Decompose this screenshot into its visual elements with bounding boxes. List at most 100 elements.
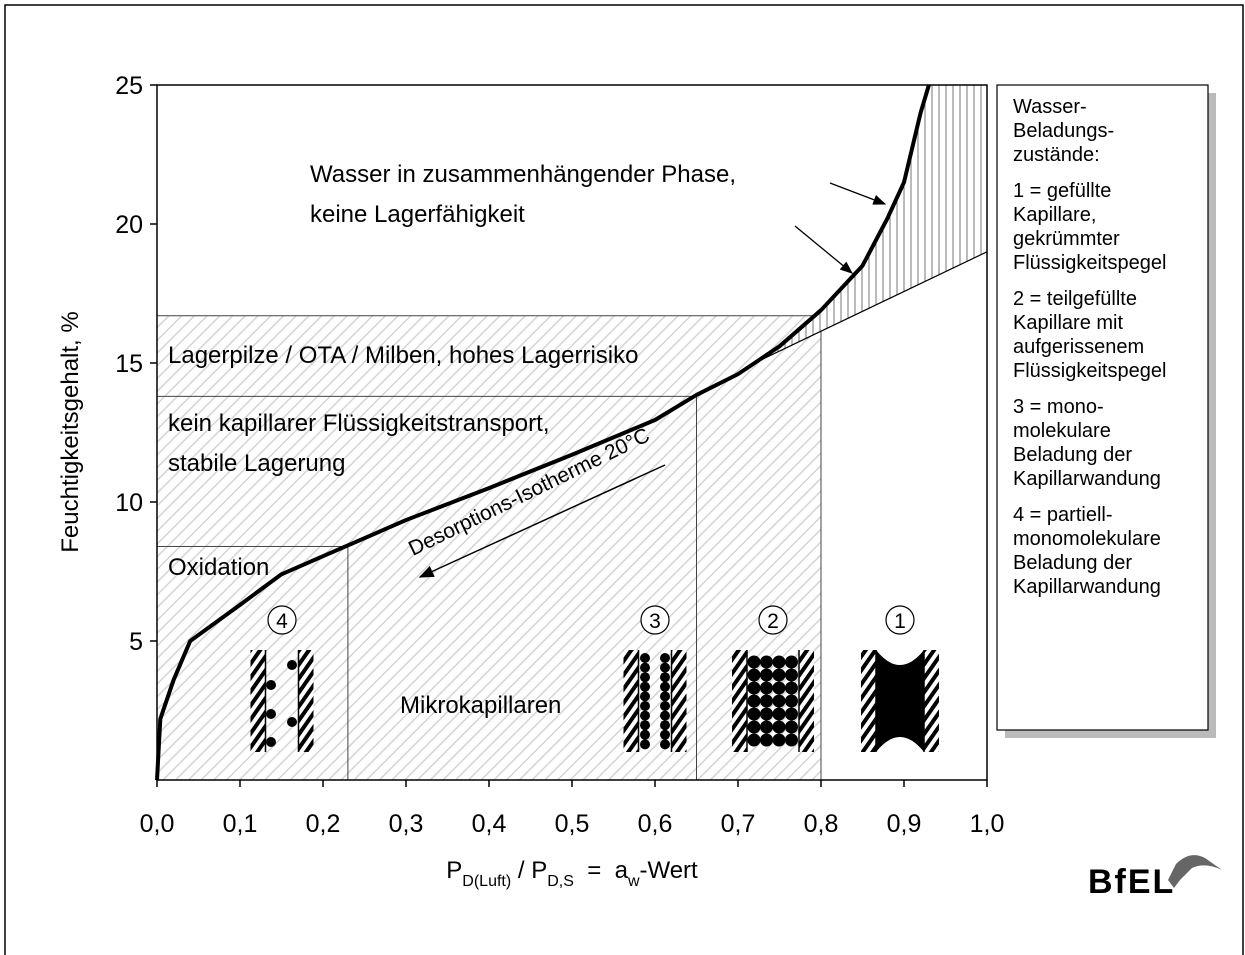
molecule bbox=[640, 739, 650, 749]
logo-mark bbox=[1168, 855, 1222, 888]
molecule bbox=[773, 656, 786, 669]
molecule bbox=[640, 701, 650, 711]
molecule bbox=[760, 682, 773, 695]
molecule bbox=[266, 737, 276, 747]
molecule bbox=[748, 669, 761, 682]
pore-wall bbox=[924, 650, 939, 752]
molecule bbox=[266, 680, 276, 690]
x-tick-label: 1,0 bbox=[970, 810, 1005, 838]
pore-label: 2 bbox=[767, 610, 779, 633]
molecule bbox=[773, 721, 786, 734]
molecule bbox=[760, 695, 773, 708]
legend-heading: Beladungs- bbox=[1013, 120, 1114, 142]
legend-item: Kapillare mit bbox=[1013, 312, 1123, 334]
molecule bbox=[660, 711, 670, 721]
logo: BfEL bbox=[1088, 863, 1175, 901]
molecule bbox=[748, 721, 761, 734]
pore-label: 1 bbox=[894, 610, 906, 633]
pore-wall bbox=[799, 650, 814, 752]
molecule bbox=[660, 720, 670, 730]
legend-item: Kapillarwandung bbox=[1013, 468, 1161, 490]
molecule bbox=[640, 720, 650, 730]
molecule bbox=[785, 695, 798, 708]
molecule bbox=[660, 730, 670, 740]
annotation: keine Lagerfähigkeit bbox=[310, 201, 525, 228]
region-label: kein kapillarer Flüssigkeitstransport, bbox=[168, 410, 549, 437]
x-tick-label: 0,6 bbox=[638, 810, 673, 838]
molecule bbox=[785, 708, 798, 721]
legend-item: Beladung der bbox=[1013, 552, 1132, 574]
annotation-arrow bbox=[795, 226, 852, 273]
x-tick-label: 0,4 bbox=[472, 810, 507, 838]
x-tick-label: 0,7 bbox=[721, 810, 756, 838]
molecule bbox=[660, 682, 670, 692]
x-tick-label: 0,0 bbox=[140, 810, 175, 838]
x-tick-label: 0,5 bbox=[555, 810, 590, 838]
molecule bbox=[640, 691, 650, 701]
molecule bbox=[660, 663, 670, 673]
x-axis-label-part: D,S bbox=[547, 873, 574, 890]
region-label: stabile Lagerung bbox=[168, 450, 345, 477]
region-label: Oxidation bbox=[168, 554, 269, 581]
molecule bbox=[748, 682, 761, 695]
x-tick-label: 0,2 bbox=[306, 810, 341, 838]
legend-item: Flüssigkeitspegel bbox=[1013, 252, 1166, 274]
legend-heading: Wasser- bbox=[1013, 96, 1087, 118]
legend-item: 1 = gefüllte bbox=[1013, 180, 1111, 202]
molecule bbox=[660, 691, 670, 701]
molecule bbox=[785, 721, 798, 734]
molecule bbox=[660, 653, 670, 663]
molecule bbox=[785, 656, 798, 669]
molecule bbox=[773, 734, 786, 747]
x-tick-label: 0,3 bbox=[389, 810, 424, 838]
molecule bbox=[785, 734, 798, 747]
pore-wall bbox=[672, 650, 687, 752]
legend-item: 3 = mono- bbox=[1013, 396, 1104, 418]
annotation: Mikrokapillaren bbox=[400, 692, 561, 719]
molecule bbox=[287, 660, 297, 670]
molecule bbox=[660, 739, 670, 749]
chart: Oxidation kein kapillarer Flüssigkeitstra… bbox=[0, 0, 1245, 955]
molecule bbox=[785, 669, 798, 682]
x-tick-label: 0,1 bbox=[223, 810, 258, 838]
molecule bbox=[785, 682, 798, 695]
y-axis-label: Feuchtigkeitsgehalt, % bbox=[57, 311, 84, 552]
x-axis-label-part: D(Luft) bbox=[462, 873, 511, 890]
molecule bbox=[760, 734, 773, 747]
annotation-arrow bbox=[830, 183, 885, 204]
legend-item: Flüssigkeitspegel bbox=[1013, 360, 1166, 382]
y-tick-label: 15 bbox=[115, 350, 143, 378]
molecule bbox=[760, 669, 773, 682]
molecule bbox=[748, 695, 761, 708]
legend-item: 2 = teilgefüllte bbox=[1013, 288, 1137, 310]
pore-wall bbox=[861, 650, 876, 752]
pore-label: 4 bbox=[276, 610, 288, 633]
molecule bbox=[748, 656, 761, 669]
pore-wall bbox=[732, 650, 747, 752]
pore-wall bbox=[251, 650, 266, 752]
annotation: Wasser in zusammenhängender Phase, bbox=[310, 161, 736, 188]
x-axis-label-part: P bbox=[446, 857, 462, 884]
liquid bbox=[876, 650, 924, 752]
molecule bbox=[773, 669, 786, 682]
legend-item: gekrümmter bbox=[1013, 228, 1120, 250]
legend-item: Kapillare, bbox=[1013, 204, 1096, 226]
x-tick-label: 0,8 bbox=[804, 810, 839, 838]
region-label: Lagerpilze / OTA / Milben, hohes Lagerri… bbox=[168, 342, 638, 369]
x-tick-label: 0,9 bbox=[887, 810, 922, 838]
pore-label: 3 bbox=[649, 610, 661, 633]
x-axis-label-part: -Wert bbox=[640, 857, 699, 884]
molecule bbox=[760, 656, 773, 669]
pore-wall bbox=[624, 650, 639, 752]
x-axis-label-part: = a bbox=[574, 857, 629, 884]
molecule bbox=[640, 711, 650, 721]
molecule bbox=[266, 709, 276, 719]
legend-item: aufgerissenem bbox=[1013, 336, 1144, 358]
x-axis-label: PD(Luft) / PD,S = aw-Wert bbox=[446, 857, 698, 890]
y-tick-label: 20 bbox=[115, 211, 143, 239]
molecule bbox=[760, 708, 773, 721]
molecule bbox=[640, 730, 650, 740]
y-tick-label: 25 bbox=[115, 72, 143, 100]
legend-item: molekulare bbox=[1013, 420, 1111, 442]
molecule bbox=[640, 682, 650, 692]
